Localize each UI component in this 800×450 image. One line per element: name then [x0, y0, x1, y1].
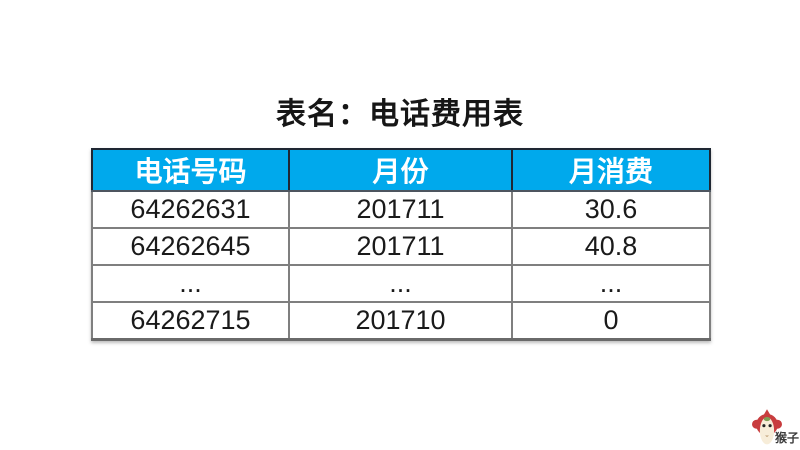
table-header-cell: 月份	[288, 148, 513, 192]
table-header-cell: 电话号码	[91, 148, 290, 192]
page-title: 表名：电话费用表	[276, 98, 524, 131]
mascot: 猴子	[752, 407, 800, 449]
table-header-cell: 月消费	[511, 148, 711, 192]
table-cell: ...	[288, 264, 513, 303]
table-body: 64262631 201711 30.6 64262645 201711 40.8....…	[91, 190, 711, 341]
mascot-label: 猴子	[775, 431, 800, 445]
table-row: 64262645 201711 40.8	[91, 227, 711, 266]
monkey-icon	[752, 409, 782, 445]
table-row: 64262631 201711 30.6	[91, 190, 711, 229]
table-cell: 30.6	[511, 190, 711, 229]
table-cell: 64262645	[91, 227, 290, 266]
table-cell: 64262715	[91, 301, 290, 341]
table-head: 电话号码 月份 月消费	[91, 148, 711, 192]
table-cell: ...	[511, 264, 711, 303]
table-cell: 40.8	[511, 227, 711, 266]
phone-bill-table: 电话号码 月份 月消费 64262631 201711 30.6 64262645 2017…	[91, 148, 711, 341]
table-cell: 201711	[288, 227, 513, 266]
table-cell: 0	[511, 301, 711, 341]
table-cell: 201710	[288, 301, 513, 341]
table-row: .........	[91, 264, 711, 303]
table-cell: 201711	[288, 190, 513, 229]
table-header-row: 电话号码 月份 月消费	[91, 148, 711, 192]
table-row: 64262715 201710 0	[91, 301, 711, 341]
table-cell: 64262631	[91, 190, 290, 229]
table-cell: ...	[91, 264, 290, 303]
